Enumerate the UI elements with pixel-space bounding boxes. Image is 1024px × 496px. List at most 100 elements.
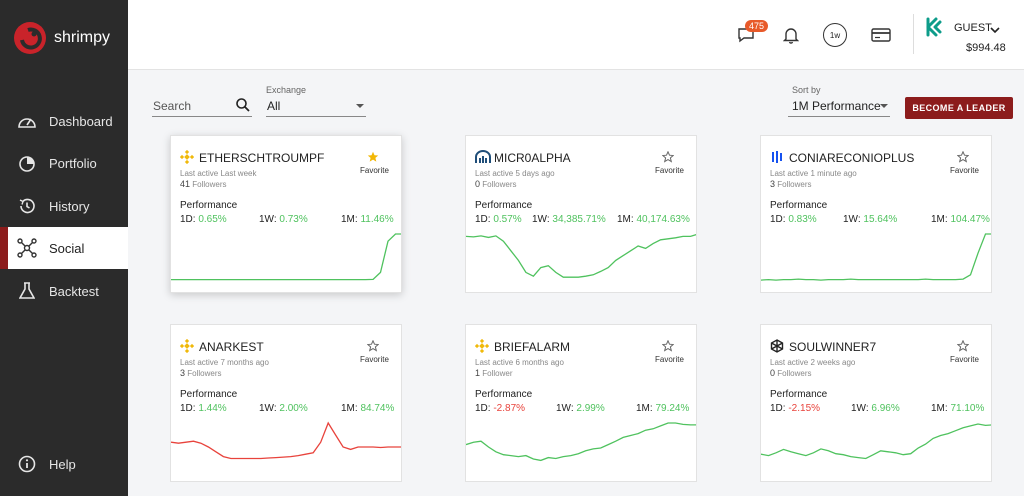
performance-label: Performance	[770, 389, 828, 400]
leader-card[interactable]: SOULWINNER7 Last active 2 weeks ago 0 Foll…	[760, 324, 992, 482]
perf-1w-value: 34,385.71%	[552, 214, 606, 225]
social-network-icon	[17, 238, 37, 258]
perf-1m-value: 11.46%	[360, 214, 394, 225]
leader-name[interactable]: ANARKEST	[199, 340, 264, 354]
binance-icon	[179, 149, 195, 165]
followers-count: 3	[180, 368, 186, 378]
notification-count-badge: 475	[745, 20, 769, 32]
followers-label: Followers	[777, 180, 812, 189]
credit-card-icon[interactable]	[870, 24, 892, 46]
performance-sparkline	[171, 233, 401, 281]
leader-name[interactable]: ETHERSCHTROUMPF	[199, 151, 325, 165]
chevron-down-icon[interactable]	[990, 21, 1000, 39]
dashboard-icon	[17, 111, 37, 131]
performance-label: Performance	[770, 200, 828, 211]
perf-1w-value: 0.73%	[279, 214, 308, 225]
performance-label: Performance	[475, 389, 533, 400]
followers-label: Followers	[192, 180, 227, 189]
sort-select[interactable]: 1M Performance	[792, 99, 881, 113]
favorite-label: Favorite	[655, 166, 684, 175]
star-icon[interactable]	[956, 339, 970, 352]
favorite-label: Favorite	[950, 166, 979, 175]
perf-1w-value: 6.96%	[871, 403, 900, 414]
exchange-underline	[266, 116, 366, 117]
perf-1w: 1W: 2.99%	[556, 403, 605, 414]
nav-help[interactable]: Help	[0, 443, 128, 485]
star-icon[interactable]	[367, 150, 379, 162]
leader-name[interactable]: BRIEFALARM	[494, 340, 571, 354]
search-icon[interactable]	[236, 98, 250, 117]
followers-count: 3	[770, 179, 776, 189]
user-menu[interactable]: GUEST	[954, 22, 992, 34]
leader-card[interactable]: ANARKEST Last active 7 months ago 3 Follow…	[170, 324, 402, 482]
perf-1m: 1M: 84.74%	[341, 403, 395, 414]
perf-1w-value: 2.00%	[279, 403, 308, 414]
sort-dropdown-icon[interactable]	[880, 104, 888, 108]
nav-backtest[interactable]: Backtest	[0, 270, 128, 312]
perf-1d-value: 0.83%	[788, 214, 817, 225]
sparkline-line	[171, 233, 401, 281]
leader-card[interactable]: BRIEFALARM Last active 6 months ago 1 Foll…	[465, 324, 697, 482]
perf-1w: 1W: 34,385.71%	[532, 214, 606, 225]
last-active: Last active Last week	[180, 169, 257, 178]
followers-label: Follower	[482, 369, 513, 378]
nav-dashboard[interactable]: Dashboard	[0, 100, 128, 142]
bell-icon[interactable]	[780, 24, 802, 46]
account-balance: $994.48	[966, 42, 1006, 54]
nav-history-label: History	[49, 198, 90, 214]
star-icon[interactable]	[661, 339, 675, 352]
perf-1m-value: 71.10%	[950, 403, 985, 414]
top-bar: 475 1w	[128, 0, 1024, 70]
nav-social[interactable]: Social	[0, 227, 128, 269]
leader-card[interactable]: ETHERSCHTROUMPF Last active Last week 41 F…	[170, 135, 402, 293]
followers-count: 41	[180, 179, 191, 189]
leader-name[interactable]: MICR0ALPHA	[494, 151, 571, 165]
perf-1d: 1D: -2.15%	[770, 403, 821, 414]
perf-1w: 1W: 2.00%	[259, 403, 308, 414]
leader-name[interactable]: SOULWINNER7	[789, 340, 877, 354]
perf-1m: 1M: 79.24%	[636, 403, 690, 414]
perf-1m-value: 79.24%	[655, 403, 690, 414]
sort-label: Sort by	[792, 85, 821, 95]
app-logo[interactable]: shrimpy	[12, 20, 110, 56]
perf-1m: 1M: 71.10%	[931, 403, 985, 414]
performance-label: Performance	[180, 389, 238, 400]
shrimpy-logo-icon	[14, 22, 46, 54]
nav-history[interactable]: History	[0, 185, 128, 227]
bitmex-icon	[475, 150, 491, 164]
perf-1w-value: 15.64%	[863, 214, 898, 225]
followers: 0 Followers	[475, 179, 516, 189]
perf-1d: 1D: 0.83%	[770, 214, 817, 225]
kucoin-icon	[924, 16, 946, 38]
leader-card[interactable]: MICR0ALPHA Last active 5 days ago 0 Follow…	[465, 135, 697, 293]
perf-1d-value: 0.57%	[493, 214, 522, 225]
star-icon[interactable]	[366, 339, 380, 352]
followers: 41 Followers	[180, 179, 226, 189]
binance-icon	[179, 338, 195, 354]
perf-1d-value: -2.87%	[493, 403, 526, 414]
search-underline	[152, 116, 252, 117]
become-leader-button[interactable]: BECOME A LEADER	[905, 97, 1013, 119]
search-input[interactable]: Search	[153, 99, 192, 113]
nav-portfolio[interactable]: Portfolio	[0, 142, 128, 184]
nav-social-label: Social	[49, 240, 85, 256]
star-icon[interactable]	[956, 150, 970, 163]
perf-1m: 1M: 104.47%	[931, 214, 990, 225]
exchange-select[interactable]: All	[267, 99, 281, 113]
last-active: Last active 1 minute ago	[770, 169, 857, 178]
last-active: Last active 6 months ago	[475, 358, 564, 367]
perf-1d: 1D: 1.44%	[180, 403, 227, 414]
followers-count: 0	[475, 179, 481, 189]
exchange-label: Exchange	[266, 85, 307, 95]
leader-card[interactable]: CONIARECONIOPLUS Last active 1 minute ago…	[760, 135, 992, 293]
perf-1w: 1W: 15.64%	[843, 214, 898, 225]
perf-1m: 1M: 40,174.63%	[617, 214, 690, 225]
leader-name[interactable]: CONIARECONIOPLUS	[789, 151, 915, 165]
pie-chart-icon	[17, 153, 37, 173]
topbar-divider	[913, 14, 914, 54]
period-selector[interactable]: 1w	[823, 23, 847, 47]
performance-label: Performance	[180, 200, 238, 211]
star-icon[interactable]	[661, 150, 675, 163]
nav-backtest-label: Backtest	[49, 283, 99, 299]
exchange-dropdown-icon[interactable]	[356, 104, 364, 108]
